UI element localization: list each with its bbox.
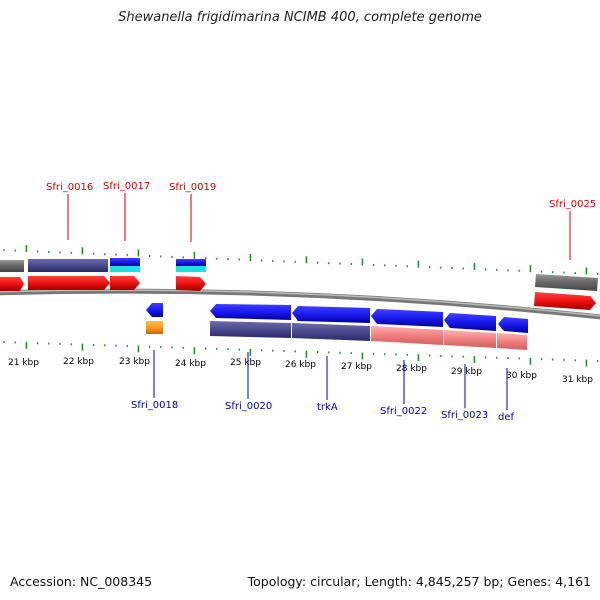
scale-label: 23 kbp	[119, 357, 150, 367]
gene-label-bottom[interactable]: Sfri_0022	[380, 406, 427, 417]
cyan-bar-0017[interactable]	[110, 266, 140, 272]
gene-arrow-left-edge[interactable]	[0, 277, 24, 291]
cds-bar-0020[interactable]	[210, 321, 291, 338]
gene-label-bottom[interactable]: def	[498, 412, 515, 423]
gene-arrow-trkA[interactable]	[292, 306, 370, 323]
scale-label: 29 kbp	[451, 367, 482, 377]
gene-arrow-0016[interactable]	[28, 276, 110, 290]
cds-bar-def[interactable]	[497, 333, 527, 350]
gene-bar-0019[interactable]	[176, 259, 206, 266]
gray-feature-left[interactable]	[0, 260, 24, 272]
scale-label: 25 kbp	[230, 358, 261, 368]
gene-arrow-0025[interactable]	[534, 292, 596, 310]
cds-bar-trkA[interactable]	[292, 323, 370, 341]
gene-label-bottom[interactable]: Sfri_0023	[441, 410, 488, 421]
scale-label: 28 kbp	[396, 364, 427, 374]
cds-bar-0023[interactable]	[444, 330, 496, 348]
map-title: Shewanella frigidimarina NCIMB 400, comp…	[118, 10, 482, 25]
scale-label: 31 kbp	[562, 375, 593, 385]
cds-bar-0016[interactable]	[28, 259, 108, 272]
reverse-strand-features	[146, 303, 528, 350]
gene-arrow-0018[interactable]	[146, 303, 163, 317]
scale-label: 21 kbp	[8, 358, 39, 368]
gene-bar-0017[interactable]	[110, 258, 140, 266]
forward-strand-features	[0, 258, 598, 310]
gene-label-top[interactable]: Sfri_0025	[549, 199, 596, 210]
scale-label: 27 kbp	[341, 362, 372, 372]
gene-label-bottom[interactable]: trkA	[317, 402, 338, 413]
gray-feature-0025[interactable]	[535, 274, 598, 291]
gene-arrow-def[interactable]	[498, 317, 528, 333]
gene-labels: Sfri_0016 Sfri_0017 Sfri_0019 Sfri_0025 Sfri…	[46, 181, 596, 423]
cds-bar-0022[interactable]	[371, 326, 443, 345]
scale-label: 26 kbp	[285, 360, 316, 370]
gene-label-top[interactable]: Sfri_0019	[169, 182, 216, 193]
gene-arrow-0023[interactable]	[444, 313, 496, 331]
lower-tick-track	[3, 341, 599, 367]
accession-text: Accession: NC_008345	[10, 574, 153, 589]
upper-tick-track	[3, 245, 599, 275]
scale-label: 22 kbp	[63, 357, 94, 367]
gene-arrow-0017[interactable]	[110, 276, 140, 290]
gene-arrow-0022[interactable]	[371, 309, 443, 327]
gene-label-top[interactable]: Sfri_0017	[103, 181, 150, 192]
gene-label-bottom[interactable]: Sfri_0018	[131, 400, 178, 411]
scale-label: 24 kbp	[175, 359, 206, 369]
genome-summary-text: Topology: circular; Length: 4,845,257 bp…	[247, 574, 591, 589]
orange-feature-0018[interactable]	[146, 321, 163, 334]
gene-arrow-0019[interactable]	[176, 276, 206, 291]
scale-label: 30 kbp	[506, 371, 537, 381]
cyan-bar-0019[interactable]	[176, 266, 206, 272]
genome-backbone	[0, 288, 600, 320]
gene-arrow-0020[interactable]	[210, 304, 291, 320]
gene-label-bottom[interactable]: Sfri_0020	[225, 401, 272, 412]
scale-labels: 21 kbp 22 kbp 23 kbp 24 kbp 25 kbp 26 kbp 27 k…	[8, 357, 593, 385]
gene-label-top[interactable]: Sfri_0016	[46, 182, 93, 193]
